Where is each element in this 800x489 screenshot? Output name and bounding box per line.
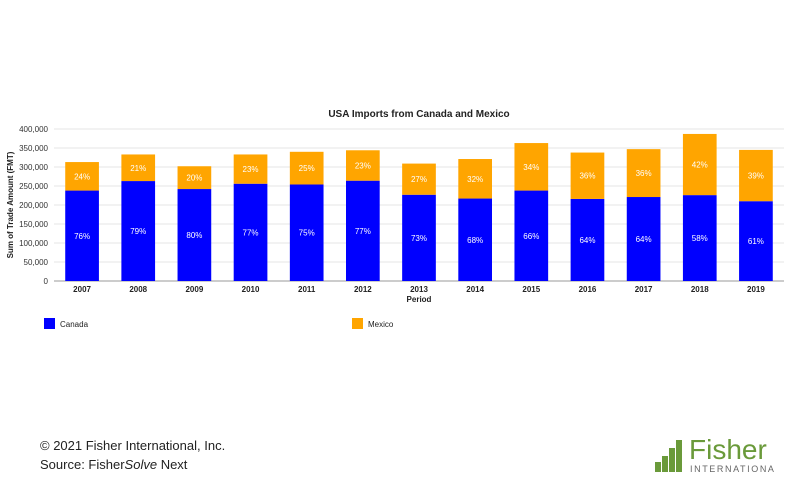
data-label-mexico-2009: 20% — [186, 174, 202, 183]
bar-canada-2017 — [626, 197, 661, 281]
data-label-mexico-2013: 27% — [411, 175, 427, 184]
bar-mexico-2007 — [65, 162, 99, 191]
legend-swatch-mexico — [352, 318, 363, 329]
legend-label-mexico: Mexico — [368, 320, 394, 329]
data-label-mexico-2011: 25% — [299, 164, 315, 173]
data-label-canada-2015: 66% — [523, 232, 539, 241]
data-label-canada-2010: 77% — [243, 228, 259, 237]
data-label-canada-2007: 76% — [74, 232, 90, 241]
bar-mexico-2017 — [626, 149, 661, 198]
logo-mark-icon — [655, 440, 682, 472]
data-label-mexico-2017: 36% — [636, 169, 652, 178]
y-tick-label: 300,000 — [19, 163, 48, 172]
data-label-canada-2013: 73% — [411, 234, 427, 243]
x-tick-label: 2009 — [185, 285, 203, 294]
source-suffix: Next — [157, 457, 188, 472]
bar-mexico-2012 — [346, 150, 380, 181]
bar-mexico-2018 — [682, 133, 717, 196]
bar-mexico-2013 — [402, 163, 436, 195]
data-label-mexico-2008: 21% — [130, 164, 146, 173]
logo-subtitle: INTERNATIONAL — [690, 464, 775, 474]
data-label-canada-2009: 80% — [186, 231, 202, 240]
data-label-mexico-2007: 24% — [74, 172, 90, 181]
x-tick-label: 2007 — [73, 285, 91, 294]
bar-canada-2014 — [458, 198, 492, 281]
bar-canada-2011 — [289, 184, 324, 281]
x-axis-label: Period — [407, 295, 432, 304]
logo-bar-icon — [655, 462, 661, 472]
bar-canada-2015 — [514, 190, 549, 281]
x-tick-label: 2014 — [466, 285, 484, 294]
bar-mexico-2011 — [289, 151, 324, 185]
data-label-mexico-2019: 39% — [748, 172, 764, 181]
legend-swatch-canada — [44, 318, 55, 329]
legend-label-canada: Canada — [60, 320, 89, 329]
y-tick-label: 0 — [44, 277, 49, 286]
footer-copyright: © 2021 Fisher International, Inc. — [40, 438, 226, 453]
bar-mexico-2014 — [458, 159, 492, 199]
bar-canada-2007 — [65, 190, 99, 281]
data-label-mexico-2012: 23% — [355, 161, 371, 170]
y-tick-label: 350,000 — [19, 144, 48, 153]
data-label-canada-2008: 79% — [130, 227, 146, 236]
fisher-international-logo: Fisher INTERNATIONAL — [655, 434, 775, 474]
logo-bar-icon — [669, 448, 675, 472]
source-prefix: Source: Fisher — [40, 457, 125, 472]
y-tick-label: 50,000 — [24, 258, 49, 267]
x-tick-label: 2016 — [579, 285, 597, 294]
logo-name: Fisher — [689, 434, 767, 465]
data-label-mexico-2016: 36% — [579, 172, 595, 181]
data-label-canada-2016: 64% — [579, 236, 595, 245]
footer-source: Source: FisherSolve Next — [40, 457, 187, 472]
bar-mexico-2019 — [739, 149, 773, 202]
data-label-mexico-2014: 32% — [467, 175, 483, 184]
logo-bar-icon — [676, 440, 682, 472]
x-tick-label: 2012 — [354, 285, 372, 294]
data-label-canada-2011: 75% — [299, 229, 315, 238]
bar-mexico-2010 — [233, 154, 268, 184]
bar-canada-2013 — [402, 194, 436, 281]
bar-canada-2018 — [682, 195, 717, 281]
data-label-canada-2018: 58% — [692, 234, 708, 243]
data-label-canada-2017: 64% — [636, 235, 652, 244]
data-label-canada-2019: 61% — [748, 237, 764, 246]
x-tick-label: 2015 — [522, 285, 540, 294]
y-tick-label: 200,000 — [19, 201, 48, 210]
y-tick-label: 150,000 — [19, 220, 48, 229]
y-axis-label: Sum of Trade Amount (FMT) — [6, 151, 15, 258]
x-tick-label: 2011 — [298, 285, 316, 294]
bar-canada-2016 — [570, 198, 605, 281]
bar-mexico-2008 — [121, 154, 156, 182]
x-tick-label: 2013 — [410, 285, 428, 294]
x-tick-label: 2018 — [691, 285, 709, 294]
x-tick-label: 2019 — [747, 285, 765, 294]
data-label-canada-2014: 68% — [467, 236, 483, 245]
x-tick-label: 2017 — [635, 285, 653, 294]
bar-canada-2009 — [177, 189, 212, 281]
x-tick-label: 2010 — [242, 285, 260, 294]
data-label-canada-2012: 77% — [355, 227, 371, 236]
bar-mexico-2016 — [570, 152, 605, 199]
source-italic: Solve — [124, 457, 158, 472]
bar-mexico-2015 — [514, 143, 549, 191]
bar-canada-2019 — [739, 201, 773, 281]
bar-canada-2012 — [346, 180, 380, 281]
data-label-mexico-2018: 42% — [692, 161, 708, 170]
bar-mexico-2009 — [177, 166, 212, 190]
data-label-mexico-2010: 23% — [243, 165, 259, 174]
bar-canada-2010 — [233, 183, 268, 281]
chart-title: USA Imports from Canada and Mexico — [328, 109, 509, 120]
y-tick-label: 400,000 — [19, 125, 48, 134]
data-label-mexico-2015: 34% — [523, 163, 539, 172]
logo-bar-icon — [662, 456, 668, 472]
x-tick-label: 2008 — [129, 285, 147, 294]
bar-canada-2008 — [121, 181, 156, 281]
y-tick-label: 250,000 — [19, 182, 48, 191]
y-tick-label: 100,000 — [19, 239, 48, 248]
